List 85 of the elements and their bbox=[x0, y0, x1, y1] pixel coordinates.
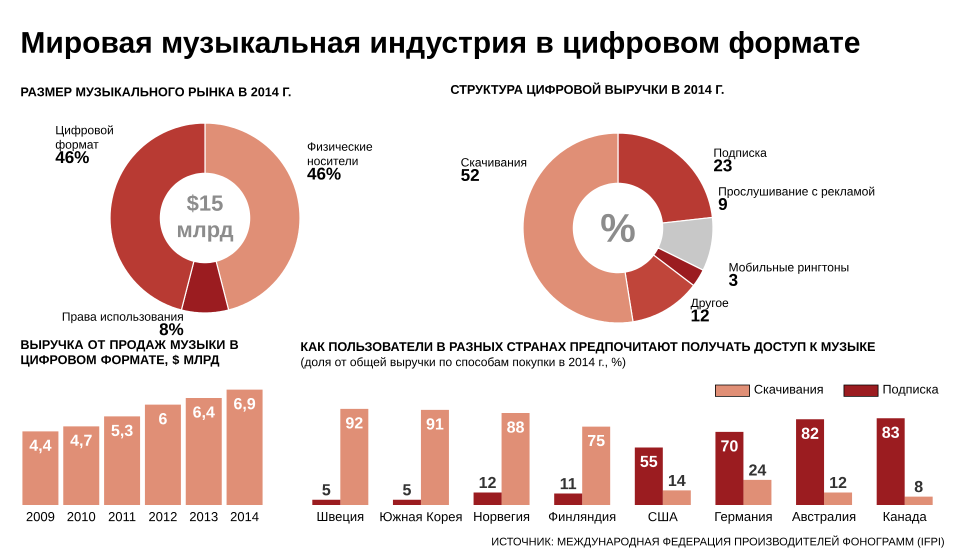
chart-title: РАЗМЕР МУЗЫКАЛЬНОГО РЫНКА В 2014 Г. bbox=[21, 87, 291, 96]
chart-title: СТРУКТУРА ЦИФРОВОЙ ВЫРУЧКИ В 2014 Г. bbox=[450, 82, 724, 96]
slice-label: Скачивания bbox=[461, 158, 526, 167]
data-label: 5 bbox=[402, 484, 411, 496]
slice-label: Мобильные рингтоны bbox=[730, 262, 848, 274]
data-label: 91 bbox=[426, 418, 444, 430]
bar bbox=[662, 490, 691, 505]
bar bbox=[392, 500, 421, 505]
data-label: 12 bbox=[480, 476, 496, 488]
x-tick-label: 2010 bbox=[67, 512, 96, 522]
data-label: 83 bbox=[882, 426, 899, 438]
bar bbox=[420, 410, 449, 505]
x-tick-label: Южная Корея bbox=[380, 512, 462, 524]
data-label: 8% bbox=[160, 323, 184, 336]
data-label: 6 bbox=[159, 413, 167, 424]
data-label: 24 bbox=[749, 464, 766, 476]
data-label: 82 bbox=[802, 428, 818, 440]
data-label: 55 bbox=[640, 456, 658, 468]
bar bbox=[824, 492, 852, 505]
x-tick-label: Канада bbox=[884, 512, 927, 524]
data-label: 4,7 bbox=[70, 434, 92, 448]
bar bbox=[186, 398, 222, 505]
chart-title: КАК ПОЛЬЗОВАТЕЛИ В РАЗНЫХ СТРАНАХ ПРЕДПОЧИТАЮТ ПОЛУЧАТЬ ДОСТУП К МУЗЫКЕ bbox=[301, 342, 875, 354]
bar bbox=[226, 390, 263, 505]
x-tick-label: Германия bbox=[715, 512, 772, 524]
x-tick-label: Австралия bbox=[792, 512, 856, 524]
x-tick-label: 2014 bbox=[230, 512, 259, 522]
text: Мировая музыкальная индустрия в цифровом формате bbox=[22, 31, 860, 59]
data-label: 92 bbox=[346, 417, 363, 429]
data-label: 46% bbox=[307, 168, 341, 180]
data-label: 12 bbox=[830, 476, 846, 488]
data-label: 14 bbox=[668, 474, 686, 486]
data-label: 5 bbox=[322, 484, 330, 496]
slice-label: Цифровой формат bbox=[56, 125, 113, 152]
data-label: 3 bbox=[728, 274, 738, 286]
slice-label: Права использования bbox=[62, 312, 183, 324]
data-label: 52 bbox=[461, 169, 479, 182]
legend-label: Подписка bbox=[884, 384, 939, 396]
data-label: 88 bbox=[507, 421, 524, 433]
text: % bbox=[601, 214, 635, 242]
slice-label: Прослушивание с рекламой bbox=[719, 186, 874, 198]
bar bbox=[474, 492, 502, 505]
bar bbox=[104, 416, 140, 505]
bar bbox=[22, 431, 58, 505]
x-tick-label: Норвегия bbox=[474, 512, 530, 524]
x-tick-label: 2012 bbox=[149, 512, 177, 522]
data-label: 9 bbox=[718, 198, 727, 210]
data-label: 70 bbox=[721, 440, 738, 452]
x-tick-label: 2013 bbox=[190, 512, 218, 522]
bar bbox=[796, 419, 824, 505]
bar bbox=[144, 404, 181, 505]
slice-label: Подписка bbox=[714, 148, 767, 160]
data-label: 6,9 bbox=[234, 398, 256, 412]
data-label: 23 bbox=[714, 159, 732, 172]
bar bbox=[554, 493, 582, 505]
bar bbox=[715, 432, 744, 505]
data-label: 75 bbox=[588, 434, 605, 446]
slice-label: Физические носители bbox=[308, 142, 372, 166]
x-tick-label: 2011 bbox=[108, 512, 136, 522]
x-tick-label: Финляндия bbox=[548, 512, 616, 524]
text: ИСТОЧНИК: МЕЖДУНАРОДНАЯ ФЕДЕРАЦИЯ ПРОИЗВОДИТЕЛЕЙ ФОНОГРАММ (IFPI) bbox=[492, 535, 944, 548]
x-tick-label: США bbox=[648, 512, 678, 522]
bar bbox=[502, 413, 530, 505]
bar bbox=[63, 426, 100, 505]
data-label: 4,4 bbox=[30, 440, 52, 454]
bar bbox=[904, 496, 933, 505]
chart-title: ВЫРУЧКА ОТ ПРОДАЖ МУЗЫКИ В ЦИФРОВОМ ФОРМАТЕ, $ МЛРД bbox=[21, 340, 238, 367]
data-label: 6,4 bbox=[193, 406, 215, 420]
data-label: 5,3 bbox=[111, 424, 133, 438]
bar bbox=[876, 418, 905, 505]
x-tick-label: Швеция bbox=[318, 512, 364, 524]
bar bbox=[743, 480, 772, 505]
bar bbox=[312, 500, 340, 505]
text: $15 млрд bbox=[178, 194, 234, 242]
data-label: 11 bbox=[560, 478, 576, 490]
chart-subtitle: (доля от общей выручки по способам покупки в 2014 г., %) bbox=[301, 357, 626, 369]
data-label: 8 bbox=[914, 480, 923, 492]
x-tick-label: 2009 bbox=[26, 512, 54, 522]
data-label: 12 bbox=[692, 309, 709, 322]
legend-label: Скачивания bbox=[754, 384, 823, 394]
data-label: 46% bbox=[56, 151, 89, 164]
bar bbox=[582, 426, 610, 505]
slice-label: Другое bbox=[690, 298, 728, 310]
bar bbox=[340, 408, 368, 505]
bar bbox=[634, 448, 663, 505]
